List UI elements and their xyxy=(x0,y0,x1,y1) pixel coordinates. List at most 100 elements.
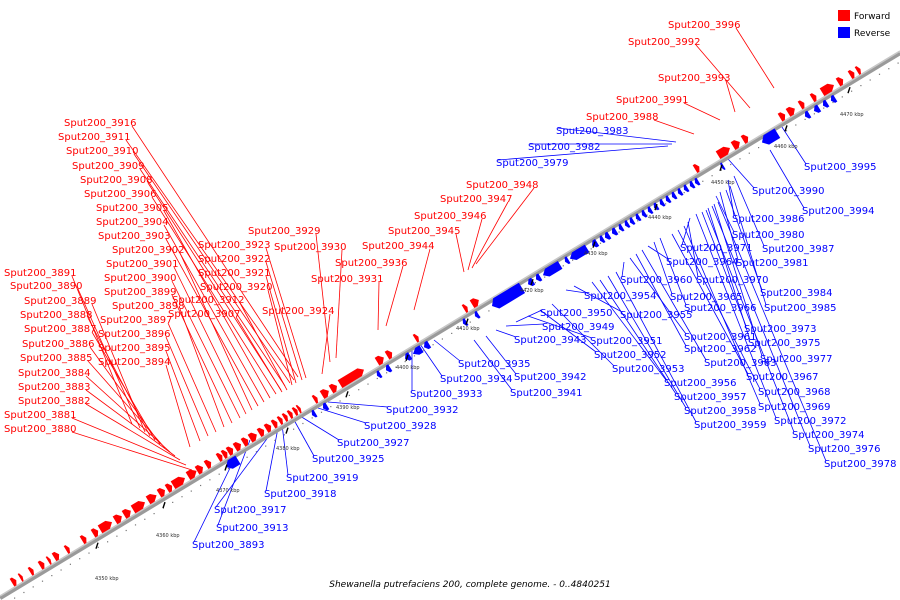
minor-tick xyxy=(41,580,44,582)
reverse-gene-label: Sput200_3967 xyxy=(746,372,819,383)
forward-leader-line xyxy=(413,248,431,311)
reverse-leader-line xyxy=(695,213,777,419)
kbp-tick-label: 4400 kbp xyxy=(396,365,420,371)
reverse-gene-label: Sput200_3990 xyxy=(752,186,825,197)
kbp-tick-mark xyxy=(784,125,788,132)
forward-leader-line xyxy=(265,247,307,379)
forward-gene-label: Sput200_3916 xyxy=(64,118,137,129)
minor-tick xyxy=(804,118,806,120)
kbp-tick-label: 4350 kbp xyxy=(95,576,119,582)
legend-reverse-swatch xyxy=(838,27,850,38)
forward-gene-label: Sput200_3936 xyxy=(335,258,408,269)
minor-tick xyxy=(358,389,360,391)
forward-gene-label: Sput200_3898 xyxy=(112,301,185,312)
kbp-tick-label: 4420 kbp xyxy=(520,288,544,294)
minor-tick xyxy=(562,265,564,267)
forward-gene-arrow xyxy=(145,493,157,505)
kbp-tick-label: 4440 kbp xyxy=(648,215,672,221)
forward-gene-arrow xyxy=(232,442,241,452)
reverse-gene-label: Sput200_3961 xyxy=(684,332,757,343)
forward-leader-line xyxy=(91,303,146,433)
kbp-tick-label: 4430 kbp xyxy=(584,251,608,257)
kbp-tick-label: 4410 kbp xyxy=(456,326,480,332)
reverse-leader-line xyxy=(215,431,273,508)
reverse-gene-label: Sput200_3984 xyxy=(760,288,833,299)
reverse-leader-line xyxy=(727,179,735,217)
kbp-tick-mark xyxy=(162,501,166,509)
label-leader-lines xyxy=(71,27,827,543)
minor-tick xyxy=(748,152,750,154)
minor-tick xyxy=(525,287,527,289)
kbp-tick-label: 4470 kbp xyxy=(840,112,864,118)
reverse-leader-line xyxy=(557,127,677,143)
reverse-gene-label: Sput200_3955 xyxy=(620,310,693,321)
reverse-leader-line xyxy=(779,123,807,165)
reverse-gene-label: Sput200_3956 xyxy=(664,378,737,389)
reverse-leader-line xyxy=(641,249,707,361)
minor-tick xyxy=(841,96,843,98)
forward-leader-line xyxy=(85,389,176,457)
reverse-leader-line xyxy=(713,203,763,357)
forward-leader-line xyxy=(165,364,191,448)
minor-tick xyxy=(181,496,183,498)
reverse-gene-label: Sput200_3995 xyxy=(804,162,877,173)
reverse-leader-line xyxy=(433,339,461,362)
minor-tick xyxy=(441,338,443,340)
minor-tick xyxy=(655,208,657,211)
forward-gene-arrow xyxy=(819,83,834,97)
reverse-gene-label: Sput200_3893 xyxy=(192,540,265,551)
minor-tick xyxy=(618,231,620,233)
reverse-gene-label: Sput200_3977 xyxy=(760,354,833,365)
kbp-tick-label: 4390 kbp xyxy=(336,405,360,411)
reverse-gene-arrow xyxy=(694,177,701,186)
reverse-leader-line xyxy=(683,225,761,405)
reverse-leader-line xyxy=(707,207,751,341)
forward-leader-line xyxy=(179,252,253,411)
forward-leader-line xyxy=(683,102,721,121)
kbp-tick-mark xyxy=(719,164,723,172)
forward-gene-arrow xyxy=(740,134,749,144)
reverse-leader-line xyxy=(653,241,673,295)
minor-tick xyxy=(125,529,127,532)
reverse-gene-label: Sput200_3971 xyxy=(680,243,753,254)
reverse-gene-label: Sput200_3987 xyxy=(762,244,835,255)
forward-gene-label: Sput200_3887 xyxy=(24,324,97,335)
minor-tick xyxy=(395,366,397,368)
reverse-gene-arrow xyxy=(823,99,830,108)
minor-tick xyxy=(246,456,248,458)
kbp-tick-mark xyxy=(285,427,289,434)
forward-gene-arrow xyxy=(90,528,99,538)
kbp-tick-label: 4380 kbp xyxy=(276,446,300,452)
reverse-leader-line xyxy=(607,275,687,409)
genome-backbone xyxy=(0,50,900,600)
forward-leader-line xyxy=(71,431,193,471)
forward-gene-arrow xyxy=(247,432,257,443)
forward-gene-arrow xyxy=(319,389,329,399)
forward-leader-line xyxy=(167,322,217,433)
legend-forward-label: Forward xyxy=(854,12,890,22)
forward-leader-line xyxy=(165,238,259,407)
forward-gene-arrow xyxy=(692,163,700,173)
minor-tick xyxy=(311,417,313,419)
minor-tick xyxy=(758,147,760,149)
minor-tick xyxy=(451,332,453,334)
forward-gene-label: Sput200_3922 xyxy=(198,254,271,265)
forward-leader-line xyxy=(179,308,225,428)
minor-tick xyxy=(720,169,722,171)
reverse-leader-line xyxy=(701,211,747,327)
forward-gene-arrow xyxy=(270,419,278,429)
reverse-leader-line xyxy=(527,315,593,339)
minor-tick xyxy=(330,406,332,408)
forward-leader-line xyxy=(87,317,151,437)
minor-tick xyxy=(665,203,667,205)
minor-tick xyxy=(897,62,899,64)
reverse-gene-label: Sput200_3970 xyxy=(696,275,769,286)
forward-leader-line xyxy=(475,187,535,265)
minor-tick xyxy=(823,107,825,109)
kbp-tick-mark xyxy=(405,354,409,362)
forward-gene-arrow xyxy=(461,304,469,313)
forward-gene-arrow xyxy=(295,404,302,414)
forward-gene-arrow xyxy=(79,535,87,545)
minor-tick xyxy=(14,597,16,599)
reverse-gene-arrow xyxy=(323,402,330,411)
